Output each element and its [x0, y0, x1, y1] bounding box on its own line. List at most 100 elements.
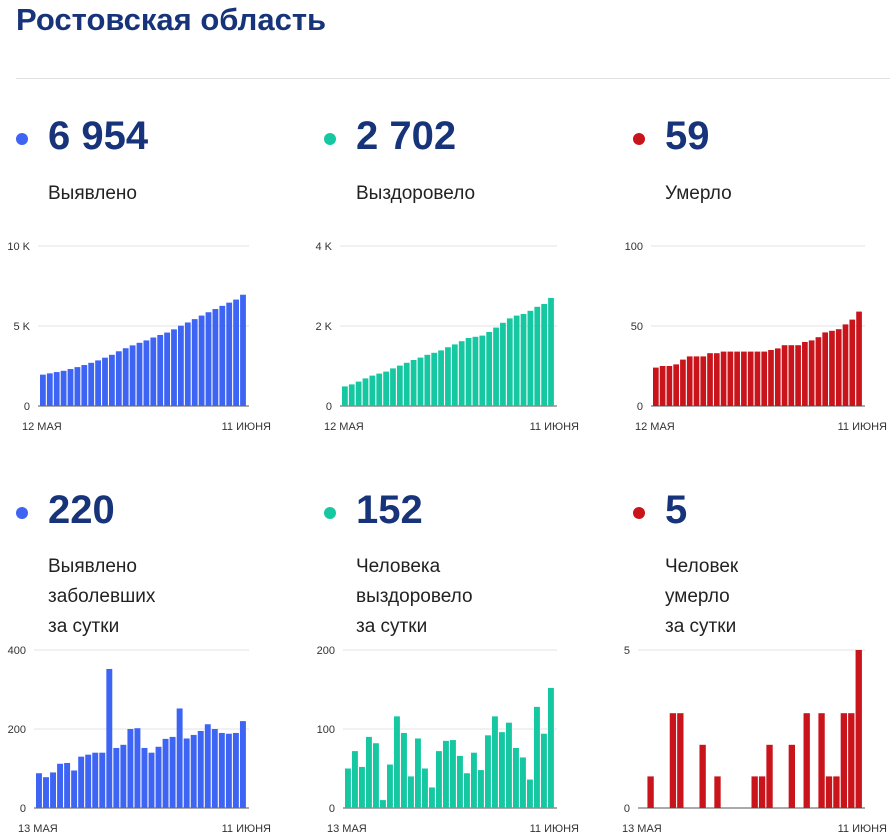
bar [64, 762, 71, 808]
bar [198, 315, 205, 406]
bar [67, 369, 74, 406]
bar [78, 756, 85, 808]
bar [176, 708, 183, 808]
bar [458, 341, 465, 406]
x-tick-label: 13 МАЯ [327, 823, 367, 835]
bar [40, 374, 46, 406]
bar [840, 713, 848, 808]
stat-label: Человек умерло за сутки [665, 556, 739, 637]
bar [666, 366, 673, 406]
bar [506, 722, 512, 808]
bar [781, 345, 788, 406]
bar [150, 337, 157, 406]
bar [164, 332, 170, 406]
bar [369, 375, 376, 406]
bar [169, 736, 176, 808]
x-tick-label: 13 МАЯ [622, 823, 662, 835]
bar [190, 734, 197, 808]
bar [120, 744, 127, 808]
bar [825, 776, 833, 808]
confirmed-dot-icon [16, 507, 28, 519]
bar [513, 315, 520, 406]
stat-value: 5 [665, 488, 688, 532]
stat-value: 6 954 [48, 114, 149, 158]
bar [761, 351, 768, 406]
bar [479, 335, 486, 406]
bar [113, 747, 120, 808]
bar [408, 776, 414, 808]
bar [387, 764, 393, 808]
stat-value: 152 [356, 488, 423, 532]
bar [747, 351, 754, 406]
bar [856, 311, 862, 406]
chart-total-confirmed: 0 5 K 10 K 12 МАЯ 11 ИЮНЯ [7, 241, 271, 433]
bar [127, 729, 134, 808]
bar [417, 357, 424, 406]
bar [155, 746, 162, 808]
bar [212, 309, 219, 406]
bar [527, 310, 534, 406]
stat-label: Выявлено [48, 183, 137, 204]
y-tick-label: 100 [317, 724, 335, 736]
y-tick-label: 0 [24, 401, 30, 413]
bar [751, 776, 758, 808]
x-tick-label: 12 МАЯ [22, 421, 62, 433]
chart-total-recovered: 0 2 K 4 K 12 МАЯ 11 ИЮНЯ [315, 241, 579, 433]
bar [485, 735, 491, 808]
bar [122, 348, 129, 406]
bar [183, 738, 190, 808]
bar [478, 770, 484, 808]
bar [472, 336, 479, 406]
bar [677, 713, 684, 808]
bar [50, 772, 56, 808]
x-tick-label: 11 ИЮНЯ [222, 823, 271, 835]
bar [499, 732, 505, 808]
stat-label: Умерло [665, 183, 732, 204]
y-tick-label: 0 [326, 401, 332, 413]
bar [95, 360, 101, 406]
bar [394, 716, 400, 808]
bar [410, 360, 417, 406]
bar [141, 747, 148, 808]
bar [373, 743, 379, 808]
bar [85, 754, 92, 808]
bar [342, 386, 348, 406]
stat-label: Выздоровело [356, 183, 476, 204]
bar [527, 779, 533, 808]
y-tick-label: 0 [329, 803, 335, 815]
bar [233, 299, 239, 406]
bar [693, 356, 700, 406]
bar [376, 373, 383, 406]
x-tick-label: 12 МАЯ [635, 421, 675, 433]
deaths-dot-icon [633, 133, 645, 145]
bar [355, 381, 362, 406]
bar [403, 362, 410, 406]
bar [445, 347, 451, 406]
bar [766, 744, 773, 808]
bar [849, 319, 856, 406]
bar [46, 373, 53, 406]
bar [520, 757, 526, 808]
bar [239, 721, 246, 808]
confirmed-dot-icon [16, 133, 28, 145]
bar [669, 713, 677, 808]
bar [366, 736, 372, 808]
stat-label: Человека выздоровело за сутки [356, 556, 473, 637]
recovered-dot-icon [324, 507, 336, 519]
bar [232, 732, 239, 808]
y-tick-label: 50 [631, 321, 643, 333]
bar [178, 325, 184, 406]
bar [727, 351, 734, 406]
bar [699, 744, 706, 808]
bar [134, 728, 141, 808]
bar [362, 378, 369, 406]
bar [680, 359, 686, 406]
bar [424, 354, 431, 406]
x-tick-label: 11 ИЮНЯ [222, 421, 271, 433]
bar [471, 752, 477, 808]
bar [822, 332, 829, 406]
stat-value: 2 702 [356, 114, 457, 158]
bar [81, 365, 88, 406]
bar [53, 372, 60, 406]
bar [486, 332, 493, 406]
